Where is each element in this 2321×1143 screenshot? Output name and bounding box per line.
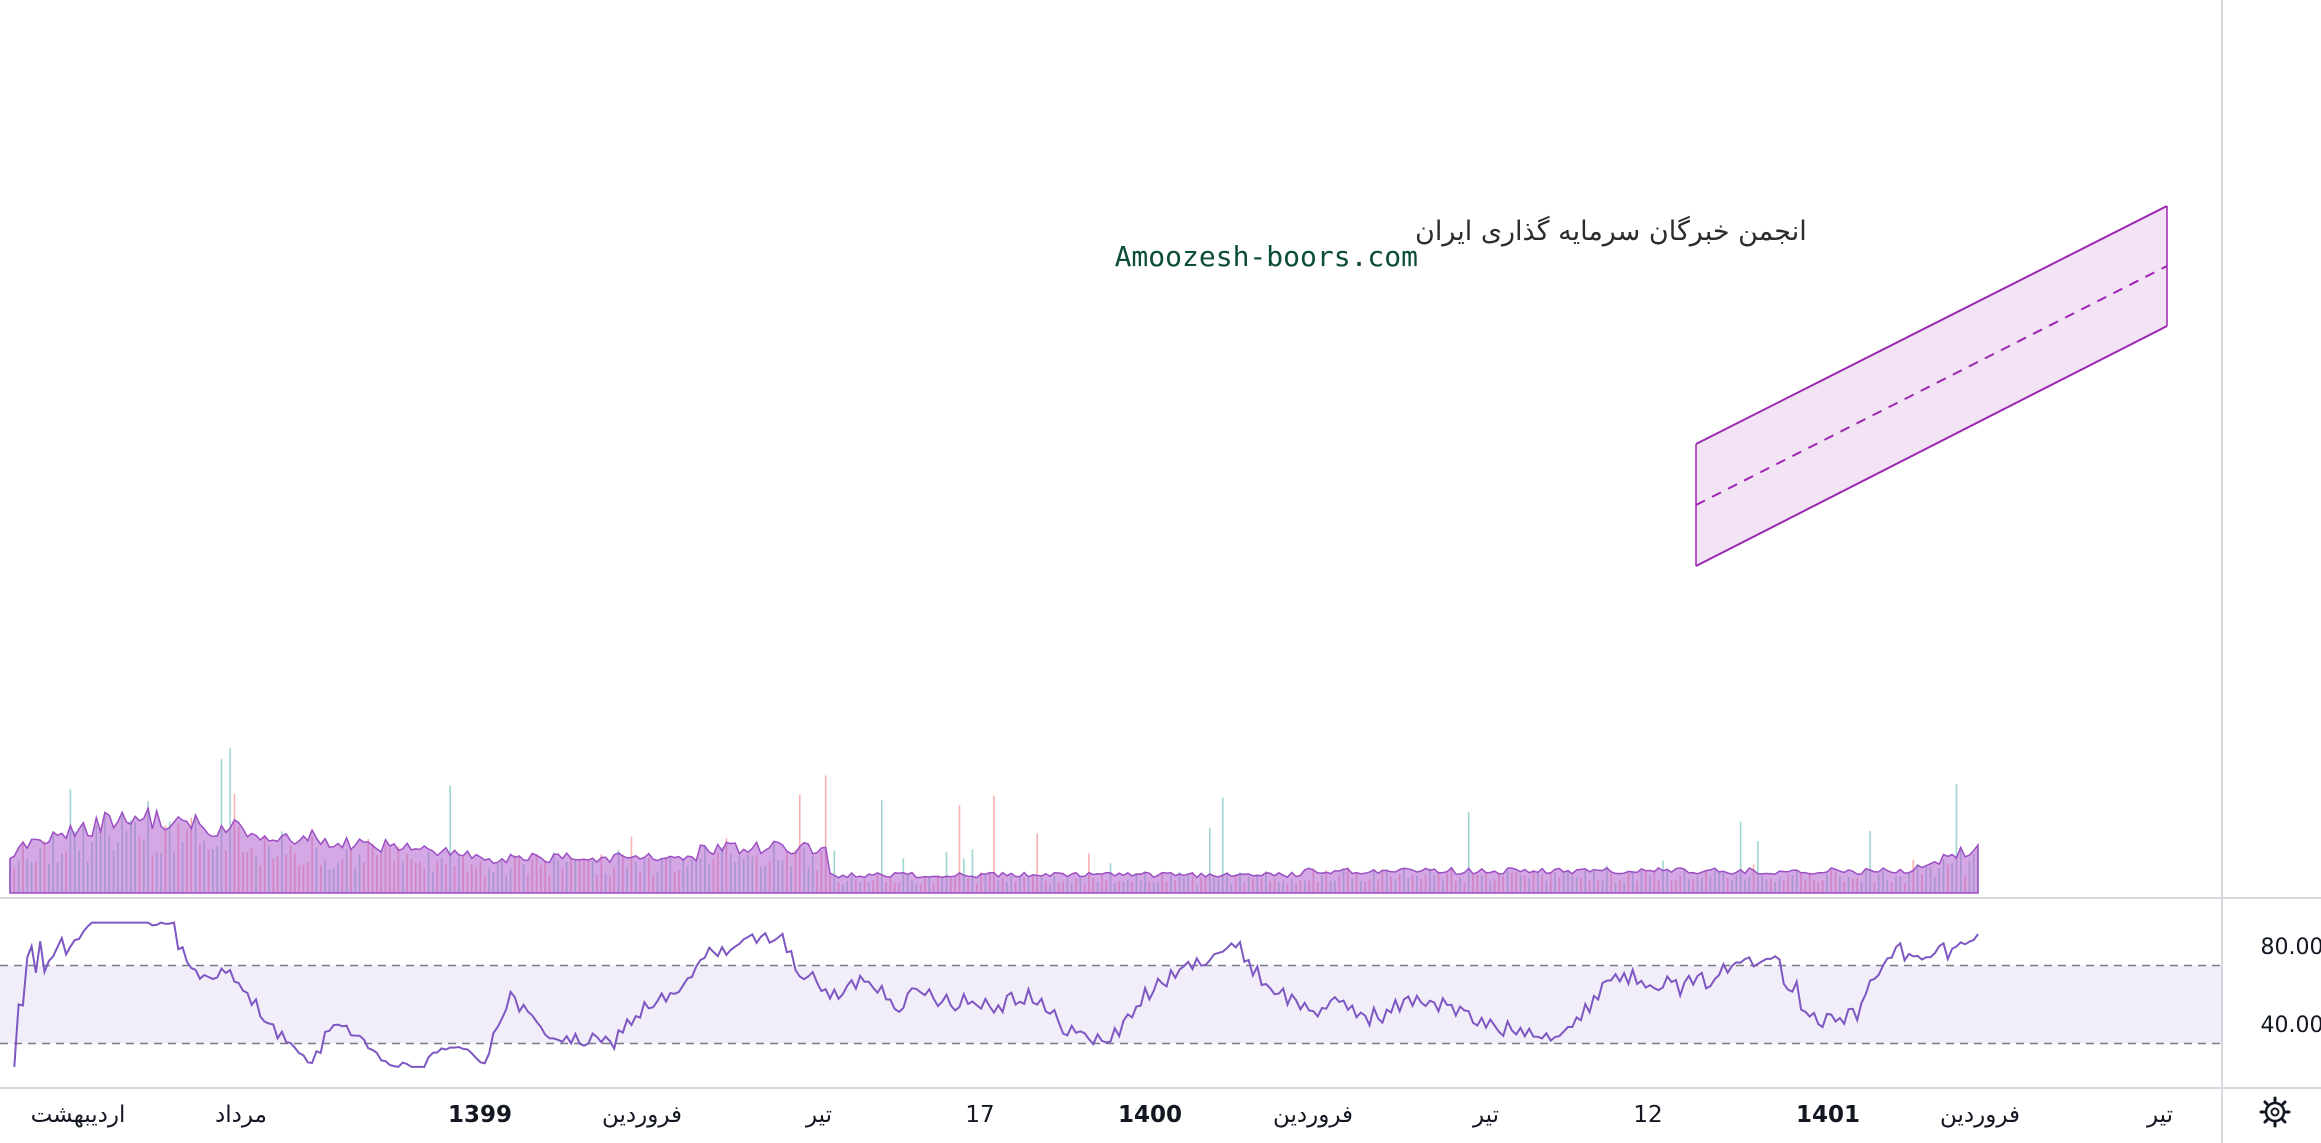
volume-bar xyxy=(824,775,827,893)
volume-bar xyxy=(1739,821,1742,893)
volume-bar xyxy=(798,794,801,893)
volume-ma-area xyxy=(9,805,1979,894)
time-tick-label: 12 xyxy=(1633,1102,1662,1128)
volume-bar xyxy=(1467,812,1470,893)
time-axis[interactable]: اردیبهشت مرداد 1399 فروردین تیر 17 1400 فروردین… xyxy=(31,1102,2173,1128)
time-tick-label: 1399 xyxy=(448,1102,512,1128)
time-tick-label: 1400 xyxy=(1118,1102,1182,1128)
watermark-line-2: Amoozesh-boors.com xyxy=(1115,240,1418,273)
time-tick-label: فروردین xyxy=(1273,1102,1353,1128)
time-tick-label: 17 xyxy=(965,1102,994,1128)
rsi-line xyxy=(13,921,1979,1068)
time-tick-label: 1401 xyxy=(1796,1102,1860,1128)
time-tick-label: فروردین xyxy=(602,1102,682,1128)
watermark-line-1: انجمن خبرگان سرمایه گذاری ایران xyxy=(1415,215,1807,247)
volume-bar xyxy=(1036,833,1038,893)
volume-bar xyxy=(945,852,948,893)
channel-fill xyxy=(1696,206,2167,566)
channel-upper-line[interactable] xyxy=(1695,205,2168,445)
time-tick-label: فروردین xyxy=(1940,1102,2020,1128)
channel-lower-line[interactable] xyxy=(1695,325,2168,567)
price-axis[interactable]: 3250026500225001850015500125001050089007… xyxy=(2224,0,2321,1038)
volume-bar xyxy=(833,850,836,893)
volume-bar xyxy=(1221,797,1224,893)
settings-gear-icon[interactable] xyxy=(2259,1096,2291,1128)
volume-bar xyxy=(229,748,231,893)
volume-bar xyxy=(971,849,974,893)
rsi-band-fill xyxy=(0,965,2222,1044)
channel-mid-line xyxy=(1695,265,2168,506)
ascending-channel[interactable] xyxy=(1695,205,2168,567)
rsi-pane[interactable] xyxy=(0,921,2222,1068)
rsi-tick-label: 40.00 xyxy=(2261,1013,2321,1038)
time-tick-label: تیر xyxy=(1472,1102,1499,1128)
time-tick-label: تیر xyxy=(2146,1102,2173,1128)
volume-bar xyxy=(1208,828,1211,893)
rsi-tick-label: 80.00 xyxy=(2261,935,2321,960)
volume-bar xyxy=(449,785,452,893)
volume-bar xyxy=(1955,784,1958,893)
volume-bar xyxy=(958,805,961,893)
time-tick-label: مرداد xyxy=(215,1102,267,1128)
volume-bar xyxy=(880,800,883,893)
time-tick-label: تیر xyxy=(805,1102,832,1128)
volume-bar xyxy=(1869,830,1871,893)
volume-bar xyxy=(993,795,995,893)
time-tick-label: اردیبهشت xyxy=(31,1102,126,1128)
volume-histogram xyxy=(9,748,1979,894)
volume-bar xyxy=(1757,841,1759,893)
